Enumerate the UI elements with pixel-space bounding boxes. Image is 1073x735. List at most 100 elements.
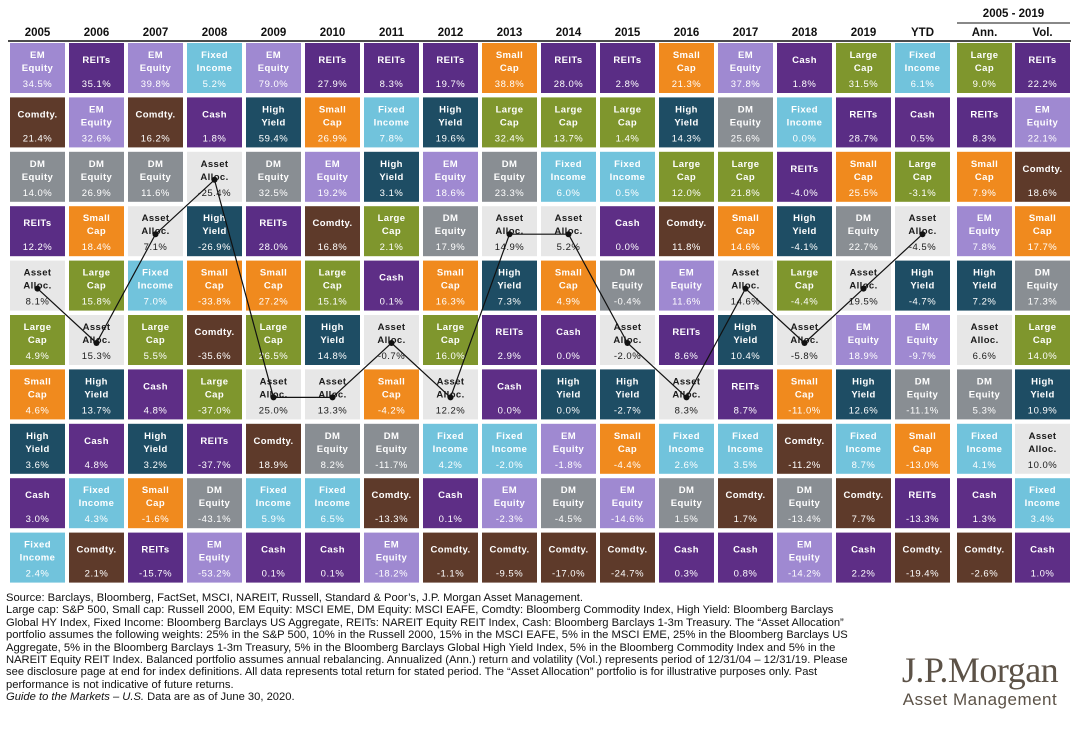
tile-label: Small (555, 268, 582, 279)
tile-value: 14.3% (672, 133, 701, 144)
asset-allocation-marker (624, 340, 631, 346)
tile-large-cap: Large Cap 4.9% (10, 315, 65, 365)
tile-label: High (144, 431, 167, 442)
tile-reits: REITs 8.3% (364, 43, 419, 93)
tile-value: 14.6% (731, 242, 760, 253)
tile-value: 1.8% (793, 79, 817, 90)
tile-label: Cash (910, 109, 935, 120)
tile-high-yield: High Yield 3.6% (10, 423, 65, 474)
tile-background (305, 43, 360, 93)
asset-allocation-path (37, 178, 923, 399)
tile-background (895, 532, 950, 583)
tile-background (541, 151, 596, 202)
footer-notes: Source: Barclays, Bloomberg, FactSet, MS… (6, 592, 866, 704)
asset-allocation-marker (211, 176, 218, 183)
tile-background (659, 97, 714, 148)
tile-value: 11.6% (141, 188, 170, 199)
tile-background (128, 43, 183, 93)
tile-em-equity: EM Equity -14.6% (600, 478, 655, 529)
asset-allocation-marker (34, 285, 41, 292)
source-text: Source: Barclays, Bloomberg, FactSet, MS… (6, 592, 584, 604)
tile-background (364, 423, 419, 474)
tile-value: 4.2% (439, 460, 463, 471)
tile-label: Equity (907, 389, 939, 400)
tile-label: Comdty. (489, 545, 529, 556)
tile-value: 21.3% (672, 79, 701, 90)
tile-value: 0.8% (734, 569, 758, 580)
tile-value: 13.7% (82, 405, 111, 416)
tile-background (718, 151, 773, 202)
tile-label: Asset (260, 376, 288, 387)
period-header: 2005 - 2019 (983, 8, 1044, 20)
column-header-ann: Ann. (972, 27, 998, 39)
tile-em-equity: EM Equity 79.0% (246, 43, 301, 93)
tile-high-yield: High Yield 7.3% (482, 260, 537, 311)
tile-value: 4.8% (85, 460, 109, 471)
asset-allocation-marker (447, 394, 454, 401)
tile-label: Equity (22, 172, 54, 183)
tile-em-equity: EM Equity 32.6% (69, 97, 124, 148)
tile-value: -15.7% (139, 569, 172, 580)
tile-label: High (321, 322, 344, 333)
tile-cash: Cash 1.8% (187, 97, 242, 148)
tile-fixed-income: Fixed Income 5.2% (187, 43, 242, 93)
tile-cash: Cash 0.0% (600, 206, 655, 257)
tile-background (246, 532, 301, 583)
tile-background (777, 478, 832, 529)
tile-label: Fixed (555, 159, 582, 170)
tile-label: Small (24, 376, 51, 387)
tile-label: DM (561, 485, 577, 496)
column-header-ytd: YTD (911, 27, 934, 39)
tile-label: Income (610, 172, 646, 183)
tile-label: DM (207, 485, 223, 496)
tile-value: 2.9% (498, 351, 522, 362)
tile-label: Cash (972, 490, 997, 501)
tile-dm-equity: DM Equity -43.1% (187, 478, 242, 529)
tile-value: -2.0% (614, 351, 641, 362)
tile-label: Equity (140, 63, 172, 74)
tile-reits: REITs 28.7% (836, 97, 891, 148)
tile-background (718, 43, 773, 93)
tile-fixed-income: Fixed Income 6.5% (305, 478, 360, 529)
tile-background (836, 151, 891, 202)
tile-value: 6.6% (973, 351, 997, 362)
tile-value: -11.0% (788, 405, 820, 416)
tile-background (187, 43, 242, 93)
tile-label: Comdty. (843, 490, 883, 501)
tile-comdty: Comdty. 21.4% (10, 97, 65, 148)
tile-value: 7.2% (973, 297, 997, 308)
tile-value: 2.2% (852, 569, 876, 580)
column-header-vol: Vol. (1032, 27, 1052, 39)
tile-label: Comdty. (964, 545, 1004, 556)
tile-high-yield: High Yield -2.7% (600, 369, 655, 420)
tile-label: Yield (497, 281, 521, 292)
tile-label: Small (850, 159, 877, 170)
tile-background (10, 369, 65, 420)
tile-background (69, 532, 124, 583)
tile-label: Cash (733, 545, 758, 556)
tile-value: 79.0% (259, 79, 288, 90)
tile-background (305, 423, 360, 474)
tile-label: Equity (671, 281, 703, 292)
tile-value: 0.1% (321, 569, 345, 580)
tile-value: 18.6% (436, 188, 465, 199)
tile-value: 26.5% (259, 351, 288, 362)
tile-label: Equity (317, 172, 349, 183)
tile-dm-equity: DM Equity 25.6% (718, 97, 773, 148)
tile-label: REITs (141, 545, 169, 556)
tile-label: Cash (84, 436, 109, 447)
tile-value: 9.0% (973, 79, 997, 90)
tile-value: 27.2% (259, 297, 288, 308)
tile-label: Equity (376, 444, 408, 455)
tile-value: 22.2% (1028, 79, 1057, 90)
tile-value: 14.0% (23, 188, 52, 199)
tile-label: REITs (259, 218, 287, 229)
tile-label: Income (551, 172, 587, 183)
tile-value: 3.4% (1031, 514, 1055, 525)
tile-background (895, 260, 950, 311)
tile-label: Cash (143, 381, 168, 392)
tile-reits: REITs 28.0% (246, 206, 301, 257)
tile-label: DM (30, 159, 46, 170)
tile-background (364, 532, 419, 583)
column-header-2014: 2014 (556, 27, 582, 39)
